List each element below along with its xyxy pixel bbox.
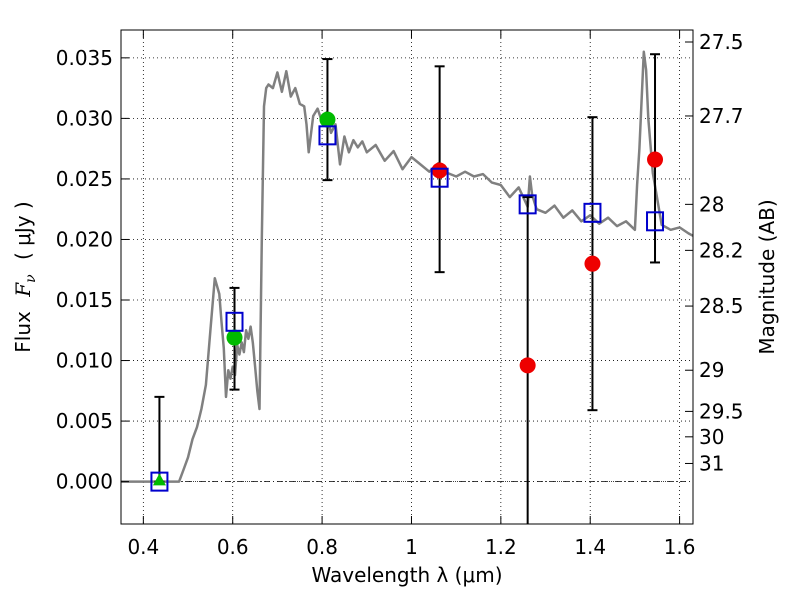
right-tick-label: 28	[699, 192, 724, 216]
y-axis-label-symbol: F	[11, 282, 35, 298]
blue-square-point	[583, 202, 602, 223]
y-tick-label: 0.025	[56, 167, 113, 191]
red-point	[431, 162, 448, 179]
y-tick-label: 0.000	[56, 470, 113, 494]
y-axis-label-text: Flux	[11, 311, 35, 353]
right-tick-label: 28.2	[699, 238, 744, 262]
x-tick-label: 1.2	[485, 535, 517, 559]
x-tick-label: 1.4	[574, 535, 606, 559]
blue-square-point	[518, 194, 537, 215]
red-point	[647, 151, 664, 168]
right-tick-label: 27.5	[699, 30, 744, 54]
y-axis-label-unit: ( μJy )	[11, 201, 35, 260]
tick-labels: 0.4 0.6 0.8 1 1.2 1.4 1.6 0.000 0.005 0.010 0.015 0…	[56, 30, 744, 559]
x-tick-label: 0.4	[127, 535, 159, 559]
y-axis-label: Flux Fν ( μJy )	[11, 201, 40, 352]
right-tick-label: 29	[699, 358, 724, 382]
x-tick-label: 0.8	[306, 535, 338, 559]
x-tick-label: 1.6	[664, 535, 696, 559]
right-tick-label: 31	[699, 451, 724, 475]
x-tick-label: 1	[405, 535, 418, 559]
red-point	[519, 357, 536, 374]
x-axis-label: Wavelength λ (μm)	[311, 563, 502, 587]
blue-square-point	[430, 167, 449, 188]
red-point	[584, 255, 601, 272]
blue-square-point	[150, 471, 169, 492]
y-tick-label: 0.030	[56, 106, 113, 130]
right-tick-label: 30	[699, 425, 724, 449]
right-tick-label: 29.5	[699, 399, 744, 423]
y-tick-label: 0.020	[56, 227, 113, 251]
green-point	[226, 329, 243, 346]
blue-square-point	[646, 211, 665, 232]
grid-lines	[121, 30, 693, 524]
svg-text:Flux Fν ( μJy ): Flux Fν ( μJy )	[11, 201, 40, 352]
y-tick-label: 0.005	[56, 409, 113, 433]
right-tick-label: 27.7	[699, 104, 744, 128]
plot-background	[121, 30, 693, 524]
y-tick-label: 0.015	[56, 288, 113, 312]
green-triangle-point	[152, 473, 166, 486]
plot-frame	[120, 29, 694, 525]
y-axis-label-subscript: ν	[23, 274, 39, 283]
y-tick-label: 0.010	[56, 349, 113, 373]
y-tick-label: 0.035	[56, 46, 113, 70]
right-tick-label: 28.5	[699, 294, 744, 318]
x-tick-label: 0.6	[217, 535, 249, 559]
blue-square-point	[225, 311, 244, 332]
green-point	[319, 111, 336, 128]
axis-ticks	[121, 30, 693, 524]
blue-square-point	[318, 125, 337, 146]
right-axis-label: Magnitude (AB)	[755, 199, 779, 354]
data-series	[121, 50, 694, 524]
